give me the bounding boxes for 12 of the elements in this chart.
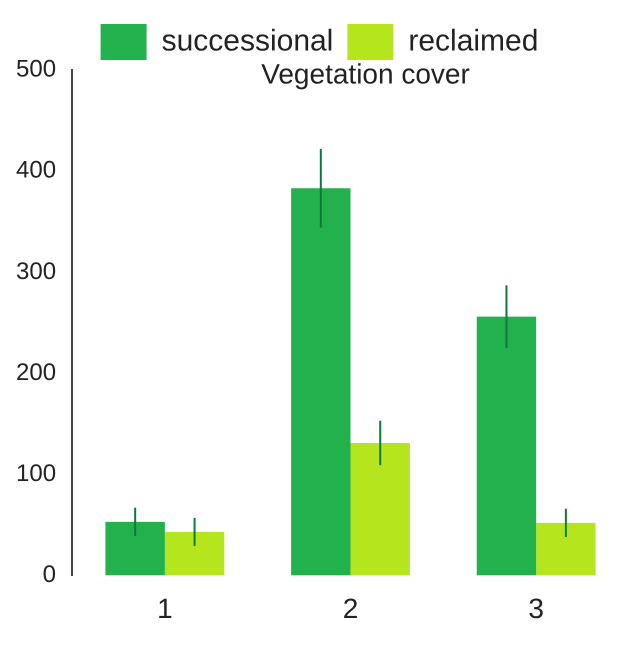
legend-label: successional bbox=[162, 24, 334, 58]
x-tick-label: 3 bbox=[528, 592, 544, 624]
y-tick-label: 0 bbox=[42, 561, 56, 588]
y-tick-label: 500 bbox=[16, 56, 56, 83]
x-tick-label: 2 bbox=[342, 592, 358, 624]
chart-title: Vegetation cover bbox=[261, 58, 470, 90]
y-tick-label: 300 bbox=[16, 258, 56, 285]
legend-label: reclaimed bbox=[408, 24, 538, 58]
y-tick-label: 400 bbox=[16, 156, 56, 184]
y-tick-label: 100 bbox=[16, 460, 56, 487]
x-tick-label: 1 bbox=[157, 592, 173, 624]
y-tick-label: 200 bbox=[16, 358, 56, 386]
